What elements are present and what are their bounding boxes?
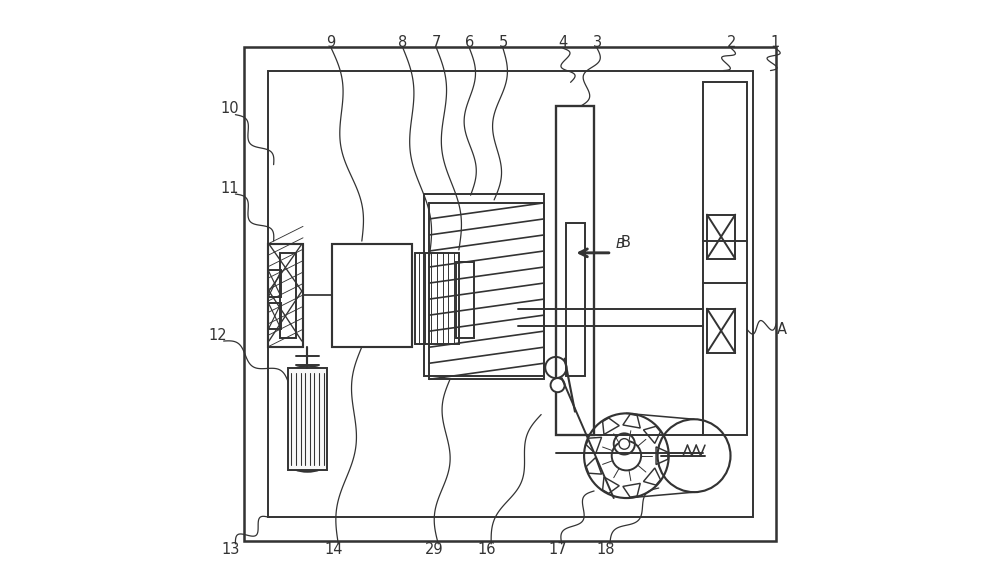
Bar [429,203,544,379]
Text: 8: 8 [398,35,408,50]
Bar [415,253,459,344]
Text: 1: 1 [771,35,780,50]
Text: 7: 7 [432,35,441,50]
Bar [288,368,327,470]
Bar [707,309,735,353]
Text: B: B [616,237,625,251]
Bar [280,253,296,338]
Text: 29: 29 [425,542,443,557]
Text: 17: 17 [548,542,567,557]
Text: 13: 13 [222,542,240,557]
Text: 6: 6 [465,35,474,50]
Bar [332,244,412,347]
Text: A: A [777,322,787,337]
Text: 5: 5 [498,35,508,50]
Bar [456,262,474,338]
Text: 14: 14 [325,542,343,557]
Circle shape [619,439,630,449]
Text: 18: 18 [597,542,615,557]
Bar [268,244,303,347]
Bar [268,270,281,297]
Bar [556,106,594,435]
Bar [244,47,776,541]
Bar [268,303,281,329]
Circle shape [551,378,565,392]
Text: B: B [621,235,631,250]
Bar [703,82,747,435]
Text: 2: 2 [726,35,736,50]
Text: 12: 12 [208,328,227,343]
Bar [707,215,735,259]
Text: 16: 16 [478,542,496,557]
Bar [268,71,753,517]
Text: 11: 11 [220,181,239,196]
Text: 4: 4 [558,35,568,50]
Text: 9: 9 [327,35,336,50]
Text: 3: 3 [592,35,602,50]
Text: 10: 10 [220,101,239,116]
Bar [566,223,585,376]
Bar [424,194,544,376]
